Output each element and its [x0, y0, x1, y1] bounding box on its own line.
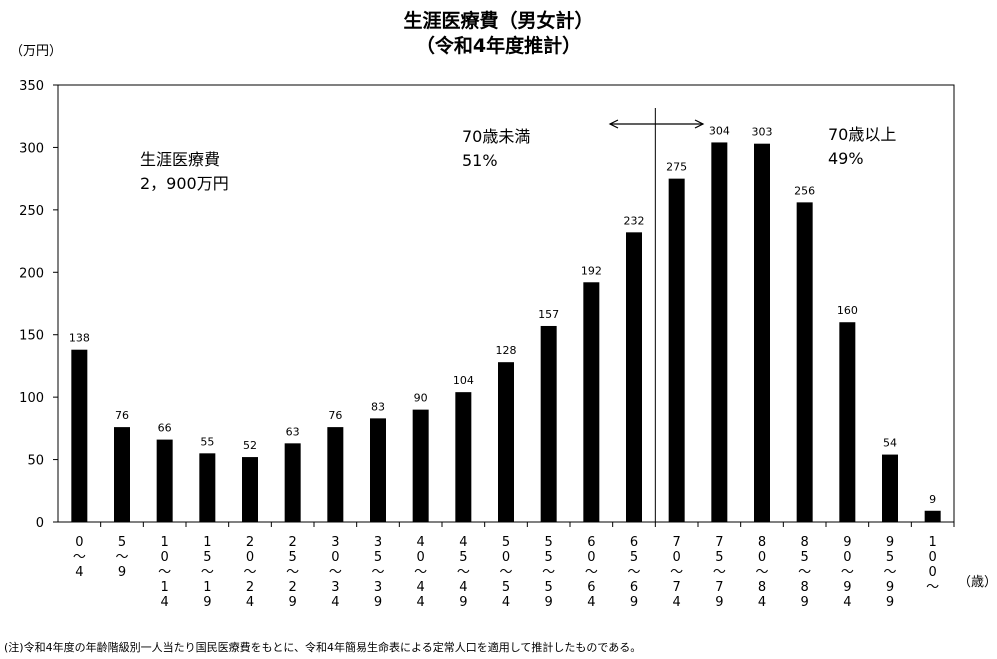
x-tick-label: 4 0 ～ 4 4 [414, 535, 427, 610]
bar [583, 282, 600, 522]
total-annotation: 生涯医療費 2，900万円 [140, 148, 229, 196]
y-tick-label: 300 [19, 141, 44, 156]
over70-percent: 49% [828, 149, 864, 168]
x-tick-label: 2 0 ～ 2 4 [243, 535, 256, 610]
y-tick-label: 250 [19, 204, 44, 219]
x-tick-label: 3 5 ～ 3 9 [371, 535, 384, 610]
under70-annotation: 70歳未満 51% [462, 125, 530, 173]
x-tick-label: 7 0 ～ 7 4 [670, 535, 683, 610]
bar [626, 232, 642, 522]
data-label: 303 [752, 126, 773, 139]
bar [199, 453, 216, 522]
bar [540, 325, 557, 522]
y-tick-label: 50 [27, 454, 44, 469]
data-label: 138 [69, 332, 90, 345]
under70-percent: 51% [462, 151, 498, 170]
data-label: 192 [581, 264, 602, 277]
x-tick-label: 8 0 ～ 8 4 [755, 535, 768, 610]
bar [711, 142, 728, 523]
footnote: (注)令和4年度の年齢階級別一人当たり国民医療費をもとに、令和4年簡易生命表によ… [4, 641, 642, 654]
x-tick-label: 0 ～ 4 [73, 535, 86, 580]
bar [114, 427, 130, 522]
bar [156, 439, 173, 522]
x-tick-label: 2 5 ～ 2 9 [286, 535, 299, 610]
data-label: 83 [371, 400, 385, 413]
bar [284, 443, 301, 522]
x-tick-label: 4 5 ～ 4 9 [457, 535, 470, 610]
over70-label: 70歳以上 [828, 125, 897, 144]
data-label: 9 [929, 493, 936, 506]
bar [242, 457, 258, 522]
bar [754, 143, 770, 522]
bar [839, 322, 856, 522]
data-label: 256 [794, 184, 815, 197]
data-label: 304 [709, 124, 730, 137]
y-tick-label: 0 [36, 516, 44, 531]
data-label: 232 [624, 214, 645, 227]
bar [370, 418, 386, 522]
y-tick-label: 350 [19, 79, 44, 94]
x-tick-label: 6 0 ～ 6 4 [585, 535, 598, 610]
bar [71, 349, 88, 522]
bar [668, 178, 685, 522]
bar [882, 454, 898, 522]
data-label: 128 [496, 344, 517, 357]
arrow-head-left [608, 119, 619, 129]
chart-subtitle: （令和4年度推計） [415, 35, 582, 57]
y-tick-label: 100 [19, 391, 44, 406]
total-label: 生涯医療費 [140, 150, 221, 169]
x-tick-label: 9 5 ～ 9 9 [883, 535, 896, 610]
bar [498, 362, 514, 522]
data-label: 104 [453, 374, 474, 387]
data-label: 275 [666, 161, 687, 174]
chart-title: 生涯医療費（男女計） [403, 10, 594, 32]
y-axis-unit-label: （万円） [10, 44, 63, 59]
data-label: 76 [115, 409, 129, 422]
x-tick-label: 6 5 ～ 6 9 [627, 535, 640, 610]
x-tick-label: 5 0 ～ 5 4 [499, 535, 512, 610]
x-tick-label: 7 5 ～ 7 9 [713, 535, 726, 610]
x-tick-label: 8 5 ～ 8 9 [798, 535, 811, 610]
arrow-head-right [694, 119, 705, 129]
data-label: 63 [286, 425, 300, 438]
data-label: 76 [328, 409, 342, 422]
x-tick-label: 5 5 ～ 5 9 [542, 535, 555, 610]
data-label: 52 [243, 439, 257, 452]
y-tick-label: 150 [19, 329, 44, 344]
bar [327, 427, 344, 522]
bar [924, 510, 941, 522]
x-tick-label: 5 ～ 9 [115, 535, 128, 580]
x-tick-label: 1 0 0 ～ [926, 535, 939, 595]
x-tick-label: 1 0 ～ 1 4 [158, 535, 171, 610]
over70-annotation: 70歳以上 49% [828, 123, 896, 171]
data-label: 55 [200, 435, 214, 448]
x-tick-label: 3 0 ～ 3 4 [329, 535, 342, 610]
data-label: 66 [158, 422, 172, 435]
total-value: 2，900万円 [140, 174, 229, 193]
data-label: 90 [414, 392, 428, 405]
x-axis-unit-label: （歳） [958, 575, 997, 590]
bar [796, 202, 813, 522]
bar [412, 409, 429, 522]
data-label: 54 [883, 437, 897, 450]
bar [455, 392, 472, 522]
data-label: 160 [837, 304, 858, 317]
under70-label: 70歳未満 [462, 127, 531, 146]
data-label: 157 [538, 308, 559, 321]
x-tick-label: 9 0 ～ 9 4 [841, 535, 854, 610]
x-tick-label: 1 5 ～ 1 9 [201, 535, 214, 610]
y-tick-label: 200 [19, 266, 44, 281]
